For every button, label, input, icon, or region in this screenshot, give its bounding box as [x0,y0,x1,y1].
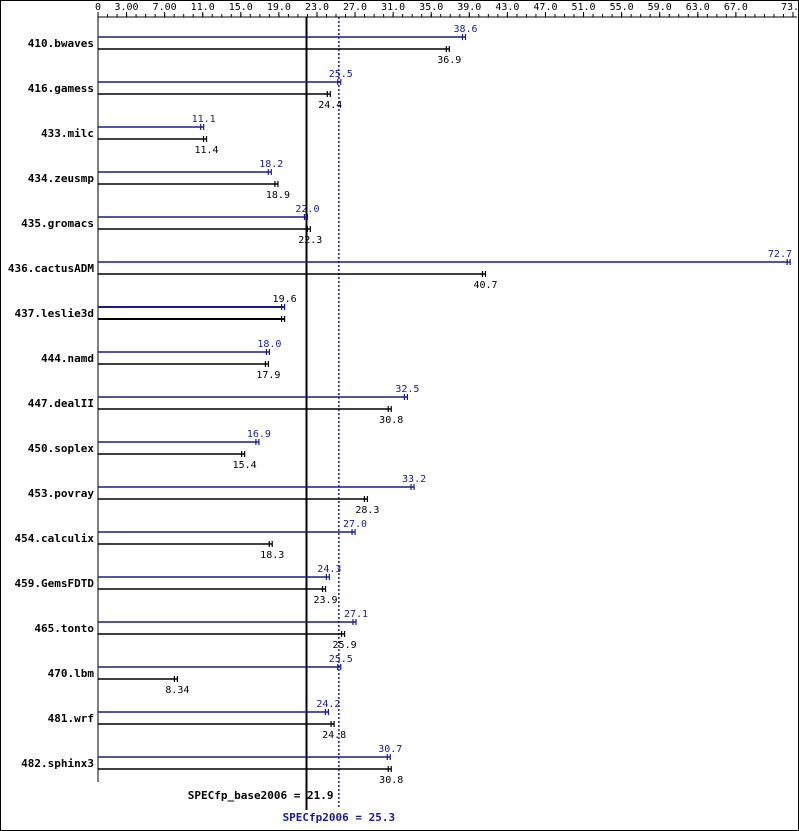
x-tick-label: 3.00 [115,2,139,13]
x-tick-label: 7.00 [153,2,177,13]
peak-summary-label: SPECfp2006 = 25.3 [283,811,396,824]
peak-value-label: 32.5 [395,384,419,395]
benchmark-label: 447.dealII [28,397,94,410]
benchmark-label: 416.gamess [28,82,94,95]
benchmark-label: 450.soplex [28,442,95,455]
peak-value-label: 18.0 [257,339,281,350]
peak-value-label: 27.1 [344,609,368,620]
peak-value-label: 30.7 [378,744,402,755]
x-tick-label: 31.0 [381,2,405,13]
base-value-label: 25.9 [333,640,357,651]
base-value-label: 28.3 [355,505,379,516]
benchmark-label: 453.povray [28,487,95,500]
base-value-label: 40.7 [473,280,497,291]
peak-value-label: 27.0 [343,519,367,530]
x-tick-label: 51.0 [572,2,596,13]
base-value-label: 22.3 [298,235,322,246]
peak-value-label: 38.6 [453,24,477,35]
peak-value-label: 33.2 [402,474,426,485]
base-value-label: 18.3 [260,550,284,561]
peak-value-label: 18.2 [259,159,283,170]
base-value-label: 30.8 [379,415,403,426]
benchmark-label: 435.gromacs [21,217,94,230]
peak-value-label: 11.1 [192,114,216,125]
x-tick-label: 59.0 [648,2,672,13]
x-tick-label: 47.0 [533,2,557,13]
x-tick-label: 35.0 [419,2,443,13]
peak-value-label: 24.3 [317,564,341,575]
benchmark-label: 481.wrf [48,712,94,725]
peak-value-label: 24.2 [316,699,340,710]
x-tick-label: 23.0 [305,2,329,13]
benchmark-label: 465.tonto [34,622,94,635]
benchmark-label: 434.zeusmp [28,172,95,185]
x-tick-label: 39.0 [457,2,481,13]
base-value-label: 15.4 [233,460,257,471]
x-tick-label: 63.0 [686,2,710,13]
x-tick-label: 43.0 [495,2,519,13]
base-value-label: 19.6 [273,294,297,305]
x-tick-label: 0 [95,2,101,13]
x-tick-label: 19.0 [267,2,291,13]
peak-value-label: 22.0 [295,204,319,215]
x-tick-label: 73.0 [781,2,799,13]
benchmark-label: 437.leslie3d [15,307,94,320]
base-value-label: 24.8 [322,730,346,741]
peak-value-label: 25.5 [329,654,353,665]
base-value-label: 18.9 [266,190,290,201]
benchmark-label: 433.milc [41,127,94,140]
benchmark-label: 454.calculix [15,532,95,545]
x-tick-label: 67.0 [724,2,748,13]
x-tick-label: 15.0 [229,2,253,13]
peak-value-label: 16.9 [247,429,271,440]
benchmark-label: 444.namd [41,352,94,365]
benchmark-label: 410.bwaves [28,37,94,50]
benchmark-label: 459.GemsFDTD [15,577,95,590]
base-value-label: 36.9 [437,55,461,66]
peak-value-label: 25.5 [329,69,353,80]
base-value-label: 30.8 [379,775,403,786]
base-value-label: 8.34 [165,685,189,696]
base-value-label: 24.4 [318,100,342,111]
benchmark-label: 482.sphinx3 [21,757,94,770]
base-value-label: 23.9 [313,595,337,606]
benchmark-label: 470.lbm [48,667,95,680]
base-value-label: 17.9 [256,370,280,381]
benchmark-label: 436.cactusADM [8,262,94,275]
base-value-label: 11.4 [194,145,218,156]
base-summary-label: SPECfp_base2006 = 21.9 [188,789,334,802]
peak-value-label: 72.7 [768,249,792,260]
x-tick-label: 27.0 [343,2,367,13]
x-tick-label: 55.0 [610,2,634,13]
x-tick-label: 11.0 [191,2,215,13]
